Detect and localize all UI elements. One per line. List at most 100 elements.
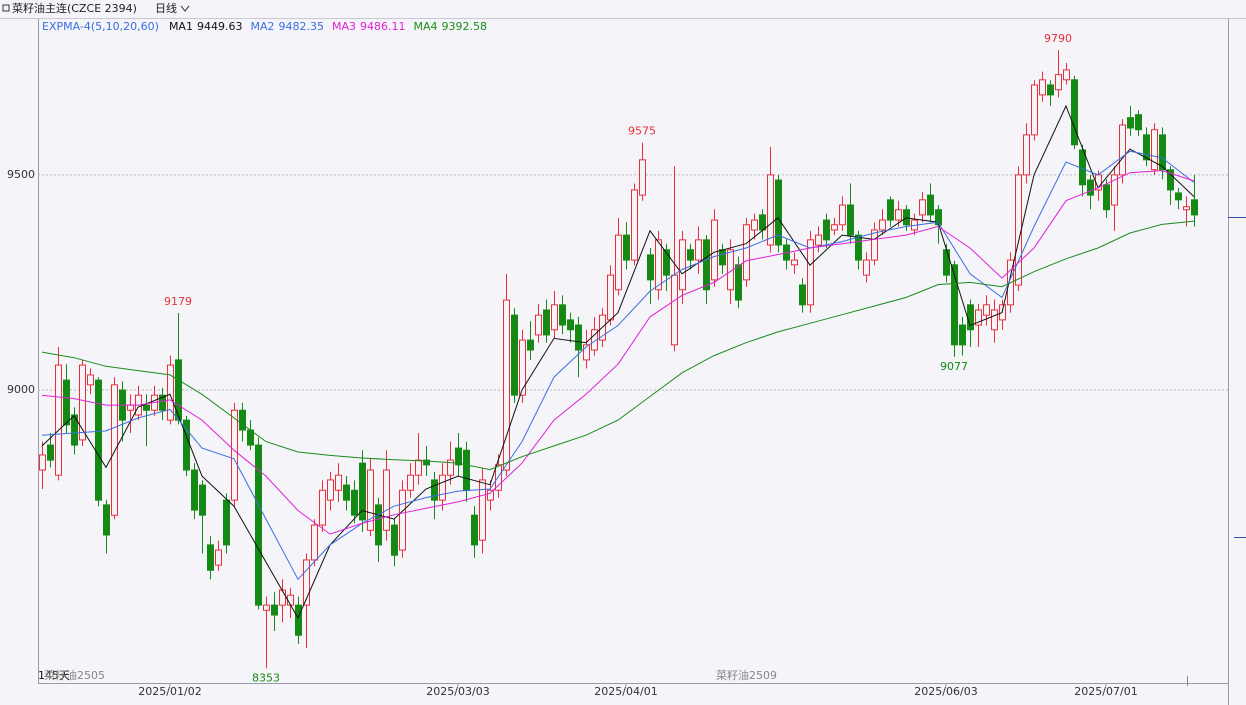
- legend-name: MA4: [413, 20, 437, 33]
- legend-value: 9482.35: [278, 20, 324, 33]
- candle-body: [231, 409, 238, 501]
- period-selector[interactable]: 日线: [155, 1, 177, 15]
- candle-body: [223, 499, 230, 546]
- candle-body: [959, 324, 966, 346]
- candle-body: [703, 239, 710, 291]
- candle-body: [1175, 192, 1182, 201]
- candle-body: [167, 364, 174, 421]
- candle-body: [639, 159, 646, 196]
- candle-body: [871, 229, 878, 261]
- candle-body: [431, 479, 438, 501]
- candle-body: [319, 489, 326, 526]
- candle-body: [767, 174, 774, 246]
- legend-name: MA2: [250, 20, 274, 33]
- candle-body: [807, 239, 814, 306]
- candle-body: [735, 264, 742, 301]
- candle-body: [87, 374, 94, 386]
- candle-body: [287, 594, 294, 606]
- candle-body: [823, 219, 830, 241]
- x-tick-label: 2025/06/03: [914, 685, 977, 698]
- ma-line: [41, 220, 1195, 471]
- candle-body: [503, 299, 510, 471]
- candle-body: [967, 304, 974, 331]
- candle-body: [567, 319, 574, 331]
- legend-value: 9392.58: [442, 20, 488, 33]
- candle-body: [975, 309, 982, 326]
- candle-body: [655, 239, 662, 291]
- candle-body: [399, 489, 406, 551]
- candle-body: [663, 249, 670, 276]
- candle-body: [39, 454, 46, 471]
- candle-body: [791, 259, 798, 266]
- chart-title: 菜籽油主连(CZCE 2394): [12, 1, 137, 15]
- candle-body: [919, 199, 926, 216]
- candle-body: [831, 224, 838, 231]
- header-bar: [0, 0, 1246, 18]
- candle-body: [1039, 79, 1046, 96]
- candle-body: [255, 444, 262, 606]
- candle-body: [391, 524, 398, 556]
- candle-body: [575, 324, 582, 351]
- indicator-label: EXPMA-4(5,10,20,60): [42, 20, 159, 33]
- candle-body: [759, 214, 766, 231]
- candle-body: [407, 474, 414, 491]
- x-tick-label: 2025/03/03: [426, 685, 489, 698]
- high-label: 9790: [1044, 32, 1072, 45]
- candle-body: [143, 404, 150, 411]
- candle-body: [879, 219, 886, 231]
- candle-body: [1151, 129, 1158, 171]
- legend-value: 9486.11: [360, 20, 406, 33]
- candle-body: [103, 504, 110, 536]
- candle-body: [983, 304, 990, 316]
- candle-body: [263, 604, 270, 611]
- candle-body: [215, 549, 222, 566]
- period-chevron[interactable]: [180, 5, 190, 12]
- candle-body: [927, 194, 934, 216]
- candle-body: [191, 469, 198, 511]
- candle-body: [495, 464, 502, 491]
- candle-body: [55, 364, 62, 476]
- x-tick-label: 2025/04/01: [594, 685, 657, 698]
- candle-body: [271, 604, 278, 616]
- candle-body: [383, 469, 390, 531]
- candle-body: [79, 364, 86, 441]
- candle-body: [47, 444, 54, 461]
- candle-body: [775, 179, 782, 246]
- legend-name: MA3: [332, 20, 356, 33]
- contract-label: 菜籽油2509: [716, 668, 777, 682]
- candle-body: [1023, 134, 1030, 176]
- candle-body: [695, 239, 702, 261]
- candle-body: [559, 304, 566, 326]
- candle-body: [463, 449, 470, 491]
- candle-body: [863, 259, 870, 276]
- candle-body: [159, 394, 166, 411]
- high-label: 9179: [164, 295, 192, 308]
- candle-body: [711, 219, 718, 281]
- candle-body: [111, 384, 118, 516]
- candle-body: [631, 189, 638, 261]
- candle-body: [903, 209, 910, 226]
- candle-body: [1087, 179, 1094, 196]
- candle-body: [1119, 124, 1126, 176]
- candle-body: [719, 249, 726, 266]
- candle-body: [511, 314, 518, 396]
- legend-name: MA1: [169, 20, 193, 33]
- candle-body: [447, 459, 454, 476]
- candle-body: [1127, 117, 1134, 129]
- candle-body: [1191, 199, 1198, 216]
- candle-body: [439, 474, 446, 501]
- candle-body: [327, 479, 334, 501]
- menu-icon[interactable]: [2, 4, 10, 12]
- candle-body: [519, 339, 526, 396]
- candle-body: [887, 199, 894, 221]
- ma-line: [41, 104, 1195, 620]
- candle-body: [895, 209, 902, 221]
- candle-body: [1111, 174, 1118, 206]
- candle-body: [71, 414, 78, 446]
- candle-body: [1143, 134, 1150, 161]
- candle-body: [479, 479, 486, 541]
- candle-body: [199, 484, 206, 516]
- candle-body: [839, 204, 846, 226]
